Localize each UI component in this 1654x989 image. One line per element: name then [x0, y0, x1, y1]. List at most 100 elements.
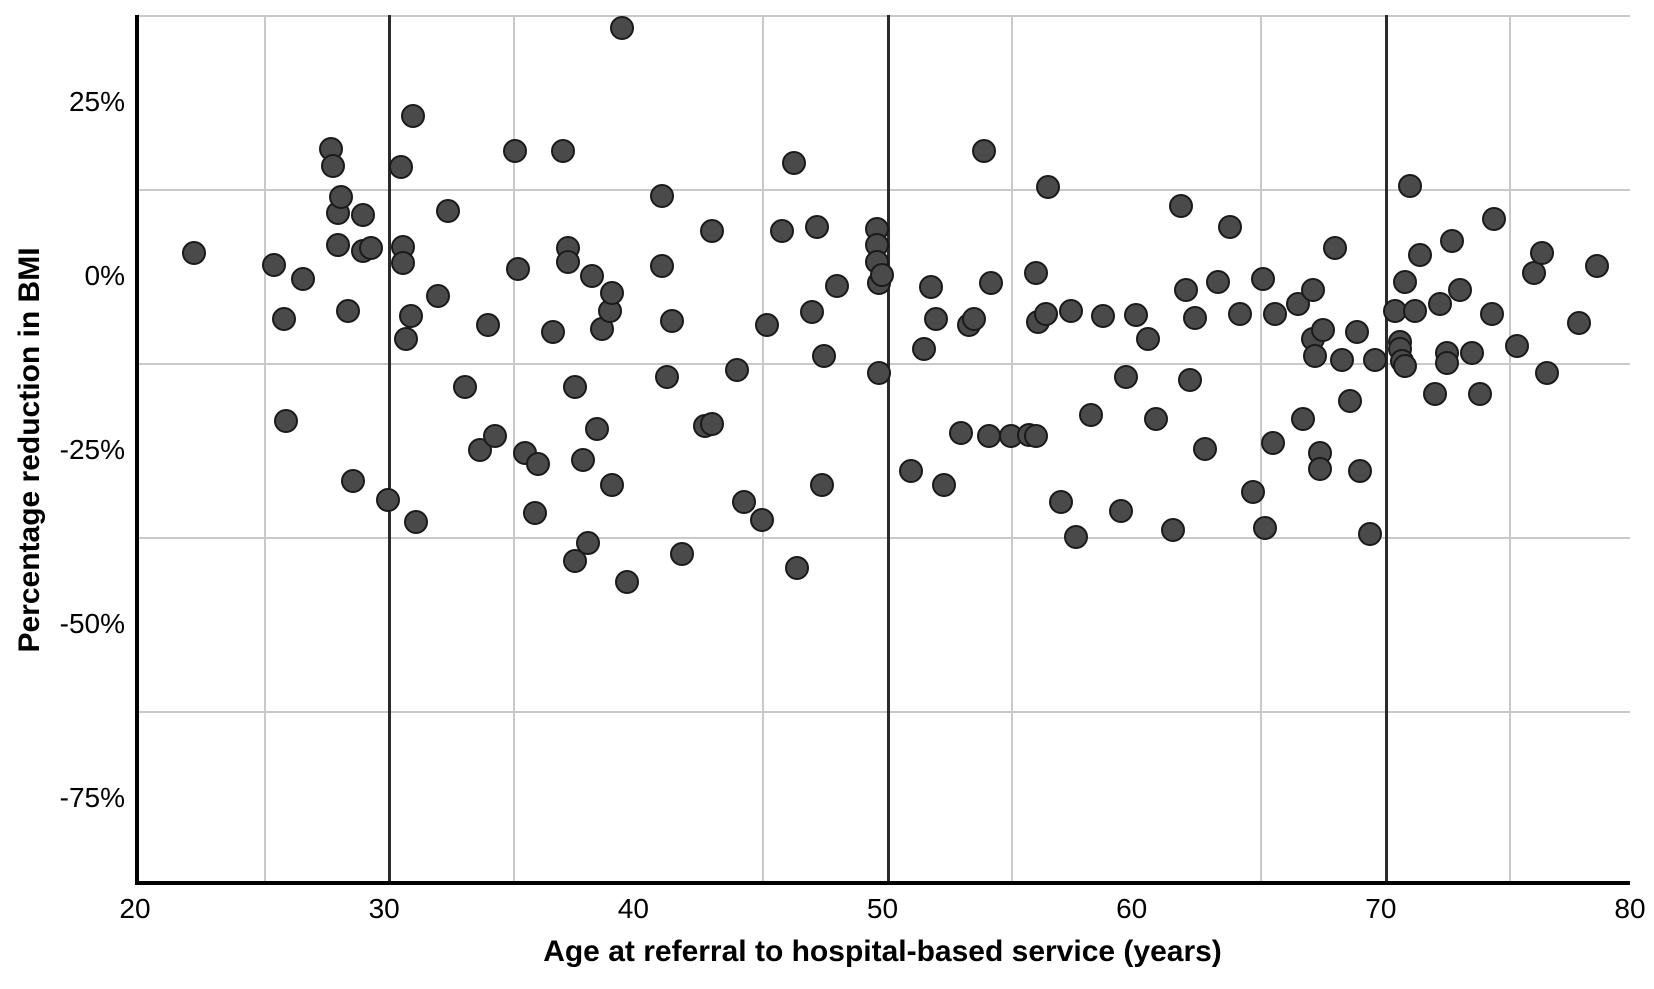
x-tick-label: 40 [618, 893, 649, 925]
data-point [1079, 403, 1103, 427]
data-point [1567, 311, 1591, 335]
data-point [1136, 327, 1160, 351]
data-point [600, 281, 624, 305]
data-point [650, 184, 674, 208]
data-point [476, 313, 500, 337]
data-point [1468, 382, 1492, 406]
data-point [272, 307, 296, 331]
data-point [326, 233, 350, 257]
data-point [262, 253, 286, 277]
y-tick-label: 0% [85, 260, 125, 292]
gridline-v [264, 15, 266, 881]
data-point [404, 510, 428, 534]
data-point [389, 155, 413, 179]
y-axis-label: Percentage reduction in BMI [13, 247, 47, 652]
data-point [770, 219, 794, 243]
x-tick-label: 60 [1116, 893, 1147, 925]
data-point [600, 473, 624, 497]
y-tick-label: 25% [69, 86, 125, 118]
data-point [1183, 306, 1207, 330]
scatter-chart: Percentage reduction in BMI Age at refer… [0, 0, 1654, 989]
data-point [977, 424, 1001, 448]
data-point [805, 215, 829, 239]
data-point [1358, 522, 1382, 546]
data-point [329, 185, 353, 209]
data-point [700, 412, 724, 436]
data-point [1363, 348, 1387, 372]
data-point [912, 337, 936, 361]
data-point [1303, 344, 1327, 368]
data-point [1251, 267, 1275, 291]
data-point [571, 448, 595, 472]
data-point [750, 508, 774, 532]
y-tick-label: -25% [60, 434, 125, 466]
data-point [1338, 389, 1362, 413]
data-point [1218, 215, 1242, 239]
data-point [1024, 261, 1048, 285]
data-point [1114, 365, 1138, 389]
data-point [336, 299, 360, 323]
data-point [979, 271, 1003, 295]
data-point [1398, 174, 1422, 198]
plot-area [135, 15, 1630, 885]
data-point [1323, 236, 1347, 260]
data-point [1193, 437, 1217, 461]
data-point [1435, 351, 1459, 375]
gridline-v-major [388, 15, 391, 881]
data-point [1440, 229, 1464, 253]
x-tick-label: 80 [1614, 893, 1645, 925]
data-point [899, 459, 923, 483]
data-point [1480, 302, 1504, 326]
data-point [932, 473, 956, 497]
data-point [1241, 480, 1265, 504]
data-point [700, 219, 724, 243]
data-point [650, 254, 674, 278]
data-point [182, 241, 206, 265]
data-point [1330, 348, 1354, 372]
data-point [274, 409, 298, 433]
data-point [1393, 354, 1417, 378]
data-point [526, 452, 550, 476]
data-point [1393, 270, 1417, 294]
data-point [376, 488, 400, 512]
x-tick-label: 20 [119, 893, 150, 925]
x-tick-label: 30 [369, 893, 400, 925]
data-point [1535, 361, 1559, 385]
data-point [1161, 518, 1185, 542]
data-point [426, 284, 450, 308]
gridline-h [139, 711, 1630, 713]
data-point [1109, 499, 1133, 523]
data-point [503, 139, 527, 163]
data-point [436, 199, 460, 223]
data-point [1482, 207, 1506, 231]
data-point [341, 469, 365, 493]
gridline-v [1509, 15, 1511, 881]
x-axis-label: Age at referral to hospital-based servic… [543, 935, 1222, 969]
data-point [321, 154, 345, 178]
data-point [551, 139, 575, 163]
data-point [1585, 254, 1609, 278]
data-point [1064, 525, 1088, 549]
data-point [506, 257, 530, 281]
data-point [1311, 318, 1335, 342]
data-point [1530, 241, 1554, 265]
data-point [810, 473, 834, 497]
data-point [610, 16, 634, 40]
data-point [483, 424, 507, 448]
data-point [825, 274, 849, 298]
data-point [556, 250, 580, 274]
gridline-v-major [1385, 15, 1388, 881]
data-point [1261, 431, 1285, 455]
data-point [1049, 490, 1073, 514]
data-point [1228, 302, 1252, 326]
data-point [785, 556, 809, 580]
data-point [1253, 516, 1277, 540]
data-point [1448, 278, 1472, 302]
data-point [870, 263, 894, 287]
data-point [1423, 382, 1447, 406]
data-point [1408, 243, 1432, 267]
gridline-v-major [887, 15, 890, 881]
data-point [1345, 320, 1369, 344]
data-point [1169, 194, 1193, 218]
data-point [867, 361, 891, 385]
